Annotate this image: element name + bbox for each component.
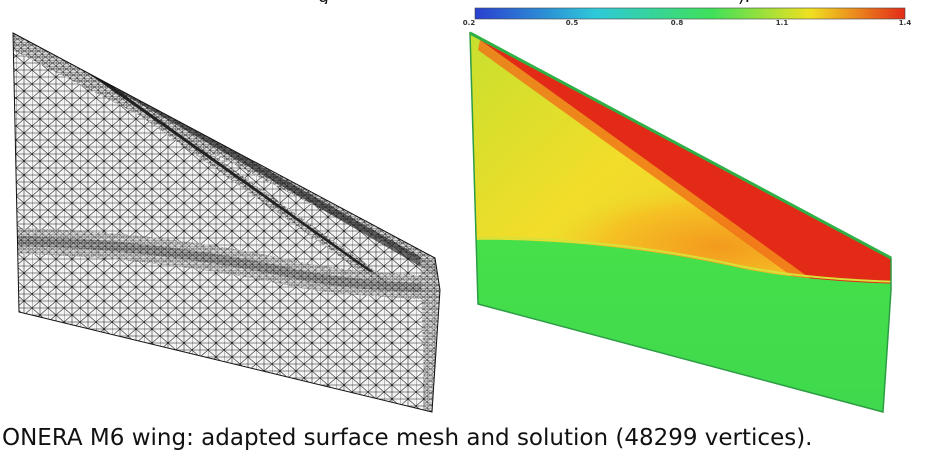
figure-caption: ONERA M6 wing: adapted surface mesh and … (2, 425, 813, 451)
colorbar-tick-3: 1.1 (775, 19, 789, 27)
colorbar-tick-1: 0.5 (565, 19, 579, 27)
surface-mesh-panel (12, 32, 441, 413)
solution-panel (469, 31, 892, 413)
colorbar-tick-labels: 0.2 0.5 0.8 1.1 1.4 (0, 19, 928, 31)
figure-graphics (12, 7, 906, 413)
cropped-text-left: g (318, 0, 329, 4)
colorbar-tick-4: 1.4 (898, 19, 912, 27)
colorbar-tick-2: 0.8 (670, 19, 684, 27)
cropped-top-text: g ). (0, 0, 928, 4)
cropped-text-right: ). (738, 0, 750, 4)
colorbar (474, 7, 906, 20)
colorbar-tick-0: 0.2 (462, 19, 476, 27)
